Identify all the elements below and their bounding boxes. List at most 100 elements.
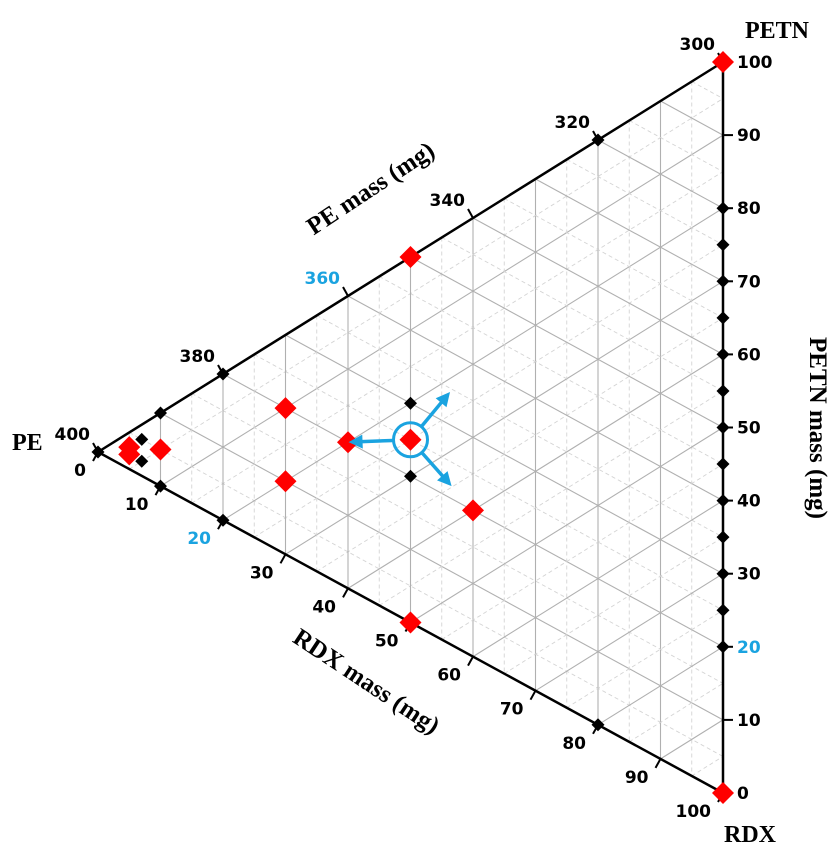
grid-line-rdx — [254, 244, 724, 538]
grid-line-petn — [379, 276, 724, 465]
data-point-black — [91, 445, 105, 459]
grid-line-petn — [535, 178, 724, 282]
data-point-black — [154, 406, 167, 420]
arrow-head — [435, 391, 451, 408]
grid-line-petn — [660, 100, 724, 136]
tick-mark-rdx — [342, 587, 349, 598]
grid-line-rdx — [566, 609, 724, 709]
arrow-shaft — [421, 452, 447, 480]
grid-line-rdx — [597, 646, 724, 726]
tick-marks: 0 10 20 30 40 50 60 70 80 90 100 0 10 20 30 40 50 60 70 80 9… — [55, 35, 773, 822]
tick-label-rdx: 40 — [312, 597, 336, 617]
tick-label-petn: 10 — [737, 711, 761, 731]
data-point-red — [149, 438, 172, 461]
data-point-black — [716, 201, 730, 215]
data-point-black — [591, 133, 605, 147]
tick-label-petn: 90 — [737, 126, 761, 146]
tick-label-rdx: 50 — [375, 632, 399, 652]
grid-line-petn — [691, 81, 724, 99]
grid-line-rdx — [191, 171, 724, 504]
grid-line-rdx — [691, 756, 724, 777]
data-point-red — [118, 443, 141, 466]
grid-line-rdx — [316, 317, 724, 572]
tick-label-petn: 100 — [737, 53, 773, 73]
grid-line-petn — [254, 354, 724, 611]
grid-line-rdx — [660, 719, 724, 760]
data-point-black — [716, 457, 730, 471]
tick-label-petn: 50 — [737, 419, 761, 439]
tick-mark-rdx — [467, 656, 474, 667]
data-point-red — [462, 499, 484, 522]
grid-line-petn — [597, 139, 724, 209]
tick-label-petn: 0 — [737, 784, 749, 804]
tick-mark-rdx — [654, 758, 662, 769]
grid-line-rdx — [504, 536, 724, 675]
grid-line-petn — [629, 120, 724, 173]
data-point-black — [716, 421, 730, 434]
arrow-head — [348, 434, 363, 449]
tick-label-petn: 80 — [737, 199, 761, 219]
grid-line-petn — [472, 217, 724, 355]
tick-label-rdx: 90 — [625, 768, 649, 788]
tick-label-pe: 380 — [180, 347, 216, 367]
grid-line-rdx — [379, 390, 724, 606]
data-point-black — [716, 530, 730, 544]
data-point-black — [404, 396, 417, 410]
grid-line-petn — [504, 198, 724, 319]
grid-line-rdx — [535, 573, 724, 692]
tick-label-rdx: 80 — [562, 734, 586, 754]
data-point-black — [135, 454, 149, 468]
tick-label-pe: 360 — [305, 269, 341, 289]
tick-label-petn: 60 — [737, 345, 761, 365]
data-point-black — [154, 479, 167, 493]
data-point-black — [716, 640, 730, 654]
tick-label-rdx: 60 — [437, 666, 461, 686]
tick-mark-rdx — [529, 690, 537, 701]
tick-label-petn: 20 — [737, 638, 761, 658]
data-point-red — [337, 431, 359, 454]
arrow-head — [437, 471, 452, 487]
arrow-shaft — [358, 438, 393, 444]
data-point-black — [591, 718, 605, 732]
vertex-label-rdx: RDX — [724, 822, 777, 848]
data-point-black — [716, 603, 730, 617]
data-point-black — [716, 384, 730, 398]
tick-mark-pe — [342, 286, 349, 297]
tick-label-pe: 320 — [555, 113, 591, 133]
data-point-black — [716, 567, 730, 581]
tick-mark-rdx — [279, 553, 287, 564]
data-point-red — [274, 470, 297, 493]
center-annotation — [348, 391, 452, 487]
vertex-label-petn: PETN — [745, 18, 810, 44]
grid-line-petn — [441, 237, 724, 392]
grid-line-petn — [410, 256, 724, 428]
data-point-black — [404, 469, 417, 483]
data-point-black — [716, 311, 730, 325]
grid-line-rdx — [129, 98, 724, 470]
grid-line-rdx — [629, 682, 724, 743]
tick-label-petn: 70 — [737, 272, 761, 292]
data-point-red — [399, 246, 422, 268]
tick-label-rdx: 70 — [500, 700, 524, 720]
tick-label-pe: 300 — [680, 35, 716, 55]
data-point-black — [716, 238, 730, 252]
data-point-black — [216, 513, 230, 527]
tick-label-rdx: 0 — [74, 461, 86, 481]
data-point-black — [216, 367, 230, 381]
axis-title-petn: PETN mass (mg) — [804, 337, 831, 519]
tick-label-rdx: 10 — [125, 495, 149, 515]
vertex-label-pe: PE — [12, 430, 43, 456]
tick-label-rdx: 30 — [250, 563, 274, 583]
tick-label-pe: 400 — [55, 425, 91, 445]
tick-label-rdx: 100 — [676, 802, 712, 822]
tick-mark-pe — [467, 208, 474, 219]
data-point-black — [135, 432, 149, 446]
data-point-red — [399, 611, 422, 634]
data-point-black — [716, 347, 730, 361]
data-point-red — [399, 428, 422, 451]
grid-line-petn — [316, 315, 724, 538]
grid-line-rdx — [410, 427, 724, 623]
data-point-black — [716, 274, 730, 288]
arrow-shaft — [420, 398, 445, 427]
